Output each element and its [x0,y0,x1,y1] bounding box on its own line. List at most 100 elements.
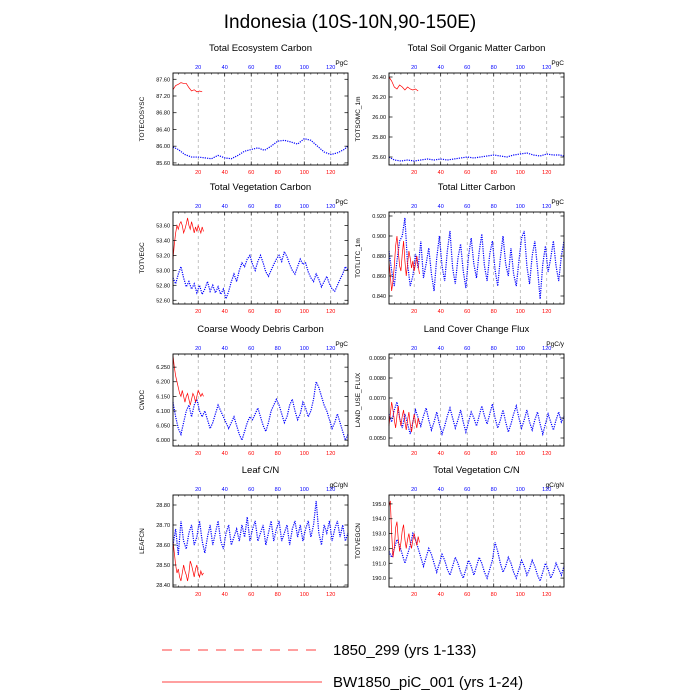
y-tick-label: 26.40 [372,75,386,81]
x-tick-label: 80 [491,592,497,598]
y-tick-label: 28.60 [156,543,170,549]
series-line-bw1850-pic-001 [172,217,204,260]
y-tick-label: 25.60 [372,155,386,161]
y-tick-label: 53.20 [156,253,170,259]
y-tick-label: 0.0090 [369,356,386,362]
x-tick-label-top: 20 [411,65,417,71]
y-tick-label: 0.0080 [369,376,386,382]
x-tick-label: 100 [516,170,525,176]
x-tick-label: 20 [411,451,417,457]
x-tick-label-top: 80 [275,487,281,493]
x-tick-label-top: 60 [464,487,470,493]
legend-label-1850-299: 1850_299 (yrs 1-133) [333,642,476,659]
x-tick-label-top: 120 [542,487,551,493]
chart-land-cover-change-flux: Land Cover Change Flux PgC/y LAND_USE_FLUX… [355,324,565,457]
y-tick-label: 28.50 [156,563,170,569]
x-tick-label: 60 [248,170,254,176]
x-tick-label: 120 [542,592,551,598]
plot-frame [388,72,565,166]
x-tick-label-top: 100 [516,65,525,71]
x-tick-label-top: 120 [326,346,335,352]
y-tick-label: 52.80 [156,283,170,289]
legend: 1850_299 (yrs 1-133) BW1850_piC_001 (yrs… [162,642,523,691]
x-tick-label-top: 120 [542,346,551,352]
x-tick-label: 40 [222,592,228,598]
chart-title: Total Vegetation Carbon [210,182,311,193]
plot-frame [172,211,349,305]
chart-title: Total Ecosystem Carbon [209,43,312,54]
y-axis-label: TOTLITC_1m [355,238,362,278]
y-tick-label: 25.80 [372,135,386,141]
y-tick-label: 194.0 [372,517,386,523]
x-tick-label-top: 60 [464,346,470,352]
series-line-bw1850-pic-001 [172,82,203,93]
series-line-1850-299 [388,531,565,583]
y-axis-label: TOTVEGC [139,242,146,274]
x-tick-label-top: 20 [411,346,417,352]
plot-frame [388,353,565,447]
x-tick-label: 60 [248,451,254,457]
x-tick-label-top: 80 [275,346,281,352]
x-tick-label: 120 [542,309,551,315]
series-line-bw1850-pic-001 [388,76,419,92]
x-tick-label: 40 [438,592,444,598]
y-tick-label: 53.40 [156,238,170,244]
series-line-bw1850-pic-001 [172,540,204,582]
series-line-bw1850-pic-001 [388,401,420,433]
x-tick-label-top: 60 [248,487,254,493]
x-tick-label-top: 100 [300,65,309,71]
y-tick-label: 26.00 [372,115,386,121]
x-tick-label-top: 40 [222,204,228,210]
y-tick-label: 6.250 [156,365,170,371]
x-tick-label-top: 40 [438,487,444,493]
y-tick-label: 6.200 [156,380,170,386]
series-line-1850-299 [172,379,349,442]
x-tick-label-top: 40 [222,65,228,71]
chart-panels: Total Ecosystem Carbon PgC TOTECOSYSC 20 20 4… [139,43,565,598]
x-tick-label-top: 40 [438,65,444,71]
x-tick-label: 60 [464,170,470,176]
x-tick-label-top: 60 [248,346,254,352]
y-tick-label: 0.900 [372,234,386,240]
x-tick-label: 100 [516,451,525,457]
y-tick-label: 53.60 [156,223,170,229]
x-tick-label-top: 20 [411,204,417,210]
y-axis-label: TOTSOMC_1m [355,96,362,141]
x-tick-label-top: 100 [516,487,525,493]
x-tick-label-top: 20 [195,65,201,71]
unit-label: PgC [335,60,348,67]
x-tick-label-top: 120 [542,65,551,71]
series-line-bw1850-pic-001 [388,500,420,558]
chart-title: Total Litter Carbon [438,182,516,193]
x-tick-label-top: 20 [195,204,201,210]
x-tick-label: 120 [326,309,335,315]
x-tick-label-top: 100 [516,346,525,352]
x-tick-label-top: 60 [464,65,470,71]
y-tick-label: 193.0 [372,532,386,538]
y-tick-label: 28.70 [156,523,170,529]
x-tick-label: 60 [464,451,470,457]
y-tick-label: 6.050 [156,424,170,430]
x-tick-label: 120 [326,170,335,176]
legend-label-bw1850: BW1850_piC_001 (yrs 1-24) [333,674,523,691]
unit-label: PgC [335,341,348,348]
series-line-1850-299 [388,217,565,300]
y-tick-label: 0.840 [372,294,386,300]
chart-title: Coarse Woody Debris Carbon [197,324,324,335]
x-tick-label-top: 80 [491,65,497,71]
x-tick-label-top: 40 [222,487,228,493]
x-tick-label-top: 120 [326,487,335,493]
plot-frame [172,72,349,166]
y-tick-label: 86.80 [156,111,170,117]
x-tick-label: 80 [491,309,497,315]
series-line-1850-299 [172,137,349,160]
series-line-1850-299 [388,152,565,162]
x-tick-label: 120 [542,170,551,176]
x-tick-label: 40 [222,451,228,457]
x-tick-label: 80 [275,592,281,598]
x-tick-label: 40 [438,170,444,176]
y-tick-label: 0.0070 [369,396,386,402]
y-tick-label: 87.60 [156,77,170,83]
plot-frame [172,353,349,447]
